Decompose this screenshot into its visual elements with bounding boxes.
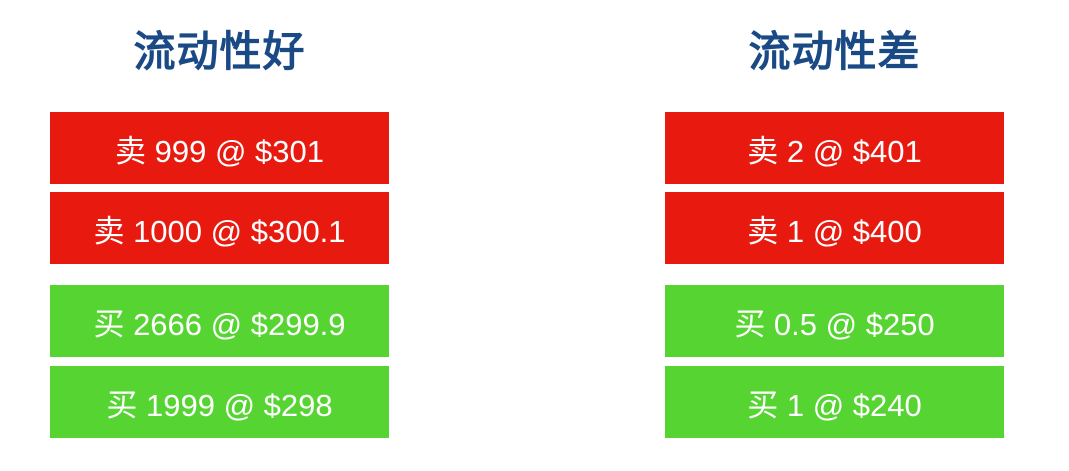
sell-order-box: 卖 2 @ $401 xyxy=(665,112,1004,184)
sell-order-box: 卖 1000 @ $300.1 xyxy=(50,192,389,264)
buy-order-box: 买 1 @ $240 xyxy=(665,366,1004,438)
poor-liquidity-title: 流动性差 xyxy=(748,27,921,76)
good-liquidity-title: 流动性好 xyxy=(133,27,306,76)
buy-order-box: 买 0.5 @ $250 xyxy=(665,285,1004,357)
buy-order-box: 买 1999 @ $298 xyxy=(50,366,389,438)
sell-order-box: 卖 1 @ $400 xyxy=(665,192,1004,264)
buy-order-box: 买 2666 @ $299.9 xyxy=(50,285,389,357)
sell-order-box: 卖 999 @ $301 xyxy=(50,112,389,184)
